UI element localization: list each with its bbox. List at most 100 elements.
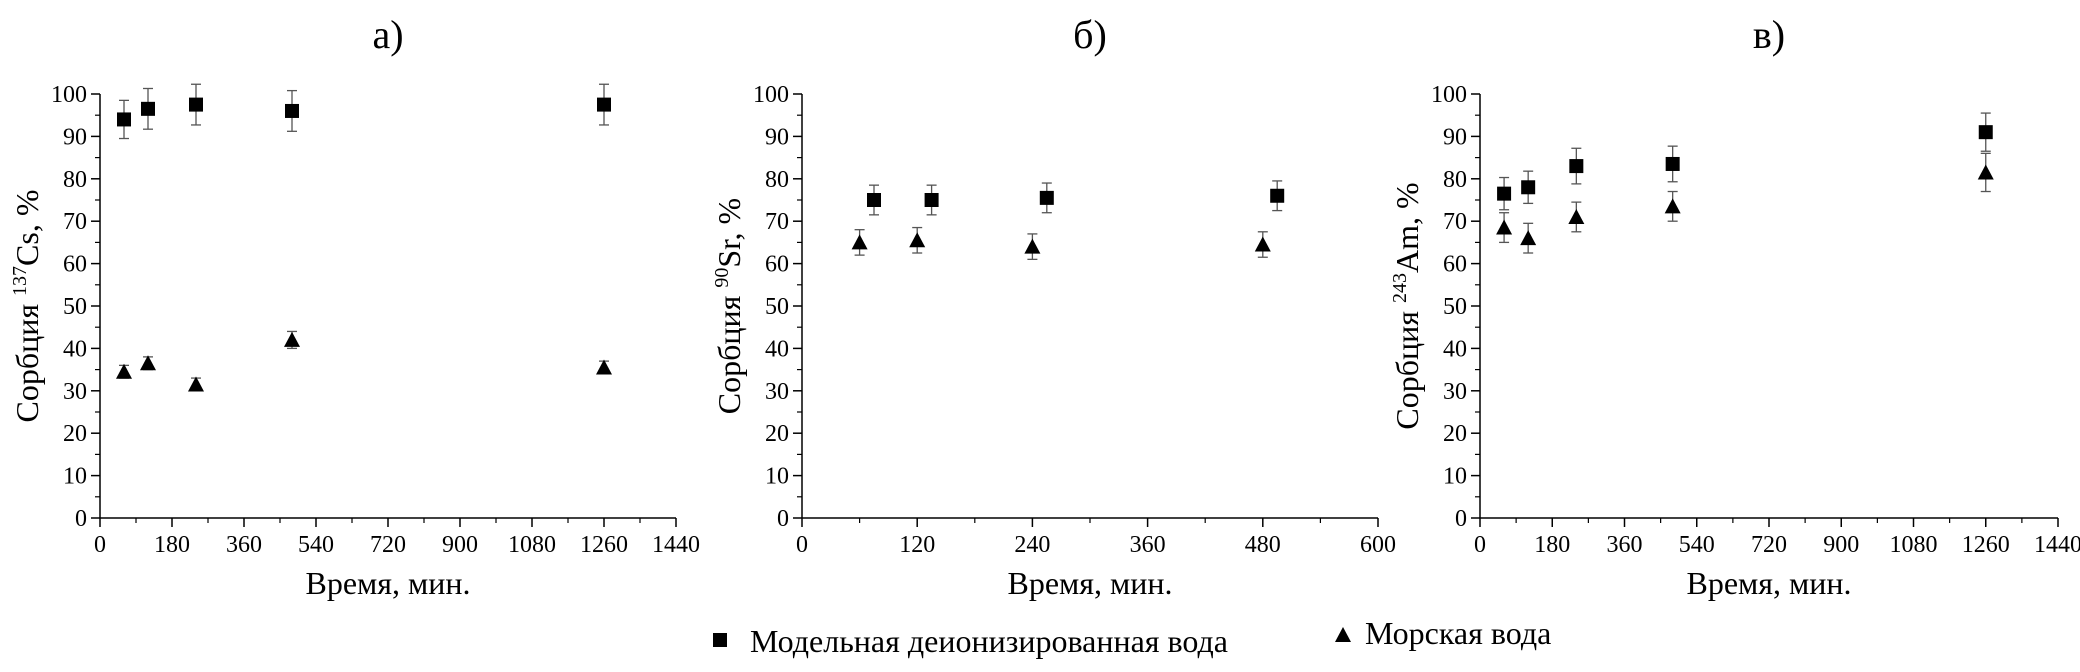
x-tick-label: 900 [1823, 532, 1859, 558]
y-axis-title-element: Am [1389, 225, 1425, 273]
chart-panel-v: в) 0 180 360 540 720 900 1080 1260 1440 0 10 20 30 40 5… [1389, 12, 2080, 601]
data-point-square [189, 97, 203, 112]
x-tick-label: 900 [442, 532, 478, 558]
x-tick-label: 720 [1751, 532, 1787, 558]
data-point-triangle [116, 363, 132, 379]
data-point-triangle [1568, 208, 1585, 224]
y-tick-label: 80 [765, 167, 789, 193]
y-tick-label: 20 [63, 421, 87, 447]
x-tick-label: 1440 [652, 532, 700, 558]
y-tick-label: 90 [765, 124, 789, 150]
y-axis-title-element: Cs [9, 232, 45, 266]
y-axis-title-prefix: Сорбция [1389, 303, 1425, 430]
x-tick-label: 1440 [2034, 532, 2080, 558]
y-axis-title-suffix: , % [9, 189, 45, 232]
y-tick-label: 10 [765, 464, 789, 490]
x-tick-label: 360 [226, 532, 262, 558]
y-axis-title-isotope: 90 [711, 268, 733, 288]
data-point-square [1039, 190, 1054, 205]
y-tick-label: 70 [765, 209, 789, 235]
data-point-square [141, 101, 155, 116]
y-tick-label: 70 [1443, 209, 1467, 235]
y-tick-label: 50 [1443, 294, 1467, 320]
x-tick-label: 360 [1607, 532, 1643, 558]
y-axis-title: Сорбция 90Sr, % [711, 198, 747, 414]
y-tick-label: 30 [765, 379, 789, 405]
x-tick-label: 480 [1245, 532, 1281, 558]
x-tick-label: 540 [298, 532, 334, 558]
y-tick-label: 80 [1443, 167, 1467, 193]
x-tick-label: 1080 [1890, 532, 1938, 558]
y-tick-label: 0 [1455, 506, 1467, 532]
y-tick-label: 60 [1443, 252, 1467, 278]
x-axis-title: Время, мин. [1007, 565, 1172, 601]
y-tick-label: 40 [1443, 336, 1467, 362]
y-tick-label: 60 [63, 252, 87, 278]
chart-panel-a: а) 0 180 360 540 720 900 1080 1260 1440 0 10 20 30 40 5… [9, 12, 700, 601]
y-axis-title-prefix: Сорбция [9, 296, 45, 423]
y-tick-label: 30 [63, 379, 87, 405]
y-tick-label: 100 [51, 82, 87, 108]
data-point-triangle [851, 234, 868, 250]
x-tick-label: 540 [1679, 532, 1715, 558]
legend-marker-triangle [1335, 627, 1351, 642]
data-point-square [1521, 180, 1536, 195]
y-axis-title-suffix: , % [711, 198, 747, 241]
x-tick-label: 1080 [508, 532, 556, 558]
y-tick-label: 10 [1443, 464, 1467, 490]
chart-panel-b: б) 0 120 240 360 480 600 0 10 20 30 40 50 60 70 80 90 100… [711, 12, 1396, 601]
data-point-square [1978, 125, 1993, 140]
y-tick-label: 20 [765, 421, 789, 447]
panel-label: б) [1073, 12, 1107, 57]
y-axis-title: Сорбция 243Am, % [1389, 182, 1425, 429]
y-axis-title-isotope: 137 [9, 266, 31, 296]
data-point-square [1497, 186, 1512, 201]
x-tick-label: 1260 [1962, 532, 2010, 558]
legend-label-deionized-water: Модельная деионизированная вода [750, 623, 1228, 659]
data-point-square [1665, 156, 1680, 171]
y-tick-label: 0 [777, 506, 789, 532]
data-point-square [1270, 188, 1285, 203]
x-tick-label: 180 [1534, 532, 1570, 558]
y-tick-label: 100 [753, 82, 789, 108]
y-tick-label: 10 [63, 464, 87, 490]
x-tick-label: 0 [1474, 532, 1486, 558]
y-axis-title-isotope: 243 [1389, 273, 1411, 303]
y-tick-label: 50 [765, 294, 789, 320]
x-axis-title: Время, мин. [305, 565, 470, 601]
data-point-square [1569, 159, 1584, 174]
data-point-triangle [1024, 238, 1041, 254]
y-axis-title-prefix: Сорбция [711, 288, 747, 415]
data-point-square [597, 97, 611, 112]
data-point-square [924, 193, 939, 207]
panel-label: а) [372, 12, 403, 57]
legend: Модельная деионизированная вода Морская … [713, 615, 1551, 659]
x-tick-label: 600 [1360, 532, 1396, 558]
y-tick-label: 60 [765, 252, 789, 278]
data-point-triangle [1496, 219, 1513, 235]
x-tick-label: 120 [899, 532, 935, 558]
data-point-square [285, 103, 299, 118]
y-tick-label: 70 [63, 209, 87, 235]
data-point-triangle [1254, 236, 1271, 252]
y-axis-title-suffix: , % [1389, 182, 1425, 225]
data-point-triangle [1664, 198, 1681, 214]
y-tick-label: 50 [63, 294, 87, 320]
x-tick-label: 240 [1014, 532, 1050, 558]
data-point-square [117, 112, 131, 127]
x-tick-label: 1260 [580, 532, 628, 558]
y-tick-label: 80 [63, 167, 87, 193]
y-tick-label: 100 [1431, 82, 1467, 108]
data-point-triangle [284, 331, 300, 347]
x-tick-label: 0 [94, 532, 106, 558]
x-axis-title: Время, мин. [1686, 565, 1851, 601]
y-tick-label: 30 [1443, 379, 1467, 405]
y-tick-label: 0 [75, 506, 87, 532]
y-tick-label: 90 [63, 124, 87, 150]
data-point-triangle [1977, 164, 1994, 180]
y-axis-title: Сорбция 137Cs, % [9, 189, 45, 422]
x-tick-label: 360 [1130, 532, 1166, 558]
x-tick-label: 0 [796, 532, 808, 558]
x-tick-label: 180 [154, 532, 190, 558]
